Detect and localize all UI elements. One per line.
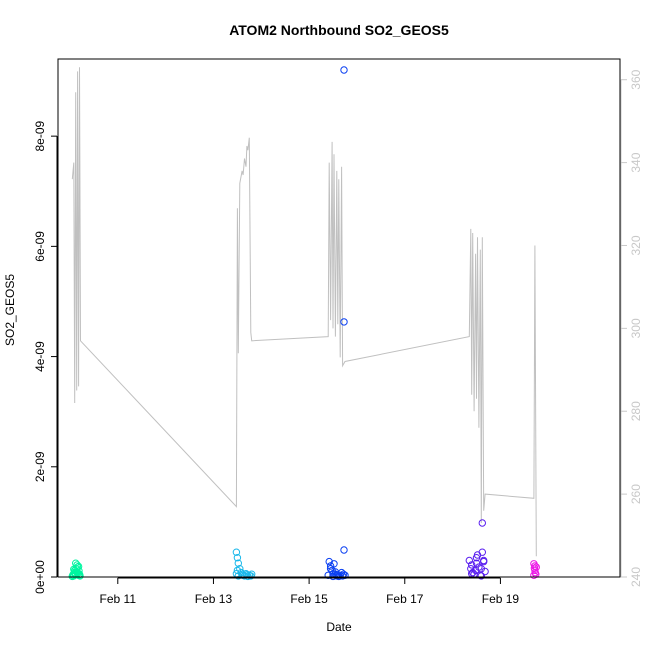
- y-tick-label: 4e-09: [33, 341, 47, 372]
- data-point: [232, 548, 241, 556]
- data-point: [234, 559, 243, 567]
- scatter-points: [68, 66, 540, 581]
- x-tick-label: Feb 19: [482, 592, 520, 606]
- data-point: [478, 519, 486, 527]
- data-point: [477, 565, 485, 573]
- data-point: [472, 559, 481, 567]
- data-point: [234, 572, 243, 580]
- series-line: [71, 67, 537, 557]
- data-point: [480, 557, 488, 566]
- right-y-tick-label: 340: [629, 152, 643, 172]
- right-y-tick-label: 360: [629, 69, 643, 89]
- right-y-tick-label: 260: [629, 484, 643, 504]
- data-point: [329, 572, 337, 581]
- right-y-tick-label: 320: [629, 235, 643, 255]
- right-axis-line-series: [71, 67, 537, 557]
- data-point: [340, 66, 348, 74]
- right-y-axis: 240 260 280 300 320 340 360: [620, 69, 643, 587]
- data-point: [467, 565, 475, 573]
- x-axis-label: Date: [326, 620, 352, 634]
- data-point: [233, 554, 242, 562]
- data-point: [244, 572, 252, 581]
- right-y-tick-label: 300: [629, 318, 643, 338]
- y-tick-label: 8e-09: [33, 120, 47, 151]
- data-point: [75, 567, 83, 575]
- x-tick-label: Feb 15: [290, 592, 328, 606]
- data-point: [472, 554, 481, 562]
- data-point: [340, 546, 348, 554]
- data-point: [478, 548, 486, 556]
- x-tick-label: Feb 13: [195, 592, 233, 606]
- y-tick-label: 6e-09: [33, 231, 47, 262]
- y-axis: 0e+00 2e-09 4e-09 6e-09 8e-09: [33, 120, 58, 594]
- data-point: [477, 572, 485, 580]
- y-tick-label: 0e+00: [33, 560, 47, 594]
- data-point: [233, 566, 242, 575]
- data-point: [330, 560, 338, 568]
- chart-title: ATOM2 Northbound SO2_GEOS5: [229, 22, 449, 38]
- x-axis: Feb 11 Feb 13 Feb 15 Feb 17 Feb 19: [100, 577, 520, 606]
- y-tick-label: 2e-09: [33, 451, 47, 482]
- data-point: [532, 563, 540, 571]
- data-point: [468, 561, 476, 569]
- data-point: [531, 562, 539, 570]
- data-point: [325, 557, 333, 566]
- data-point: [331, 568, 340, 576]
- plot-frame: [57, 58, 621, 578]
- right-y-tick-label: 280: [629, 401, 643, 421]
- y-axis-label: SO2_GEOS5: [3, 274, 17, 346]
- data-point: [530, 571, 538, 579]
- data-point: [75, 571, 84, 579]
- data-point: [340, 318, 348, 326]
- data-point: [74, 562, 83, 571]
- x-tick-label: Feb 11: [100, 592, 137, 606]
- x-tick-label: Feb 17: [386, 592, 424, 606]
- data-point: [465, 556, 473, 565]
- right-y-tick-label: 240: [629, 567, 643, 587]
